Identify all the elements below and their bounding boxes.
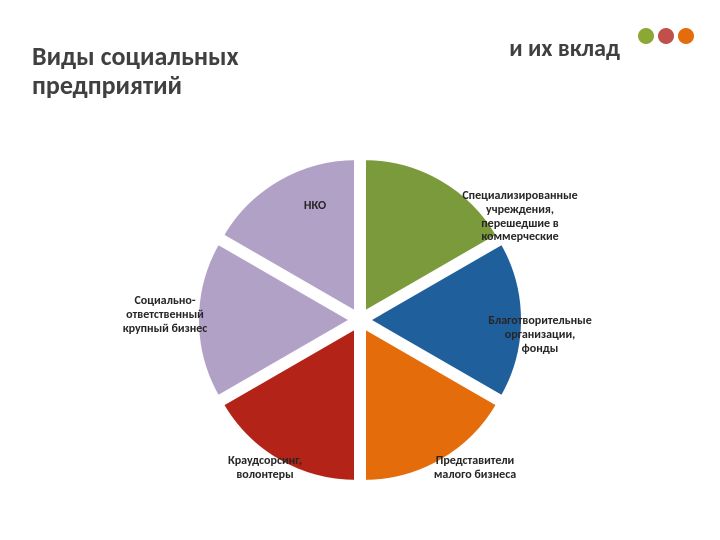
pie-chart: Специализированныеучреждения,перешедшие … [0,120,720,530]
title-right: и их вклад [509,34,620,63]
slice-label: Социально-ответственныйкрупный бизнес [95,295,235,336]
slice-label: Представителималого бизнеса [405,455,545,483]
slice-label: Благотворительныеорганизации,фонды [460,315,620,356]
slice-label: НКО [275,200,355,214]
slice-label: Краудсорсинг,волонтеры [195,455,335,483]
brand-dot [678,28,694,44]
brand-dots [638,28,694,44]
brand-dot [658,28,674,44]
title-left: Виды социальныхпредприятий [32,42,239,99]
slide: Виды социальныхпредприятий и их вклад Сп… [0,0,720,540]
brand-dot [638,28,654,44]
slice-label: Специализированныеучреждения,перешедшие … [440,190,600,245]
